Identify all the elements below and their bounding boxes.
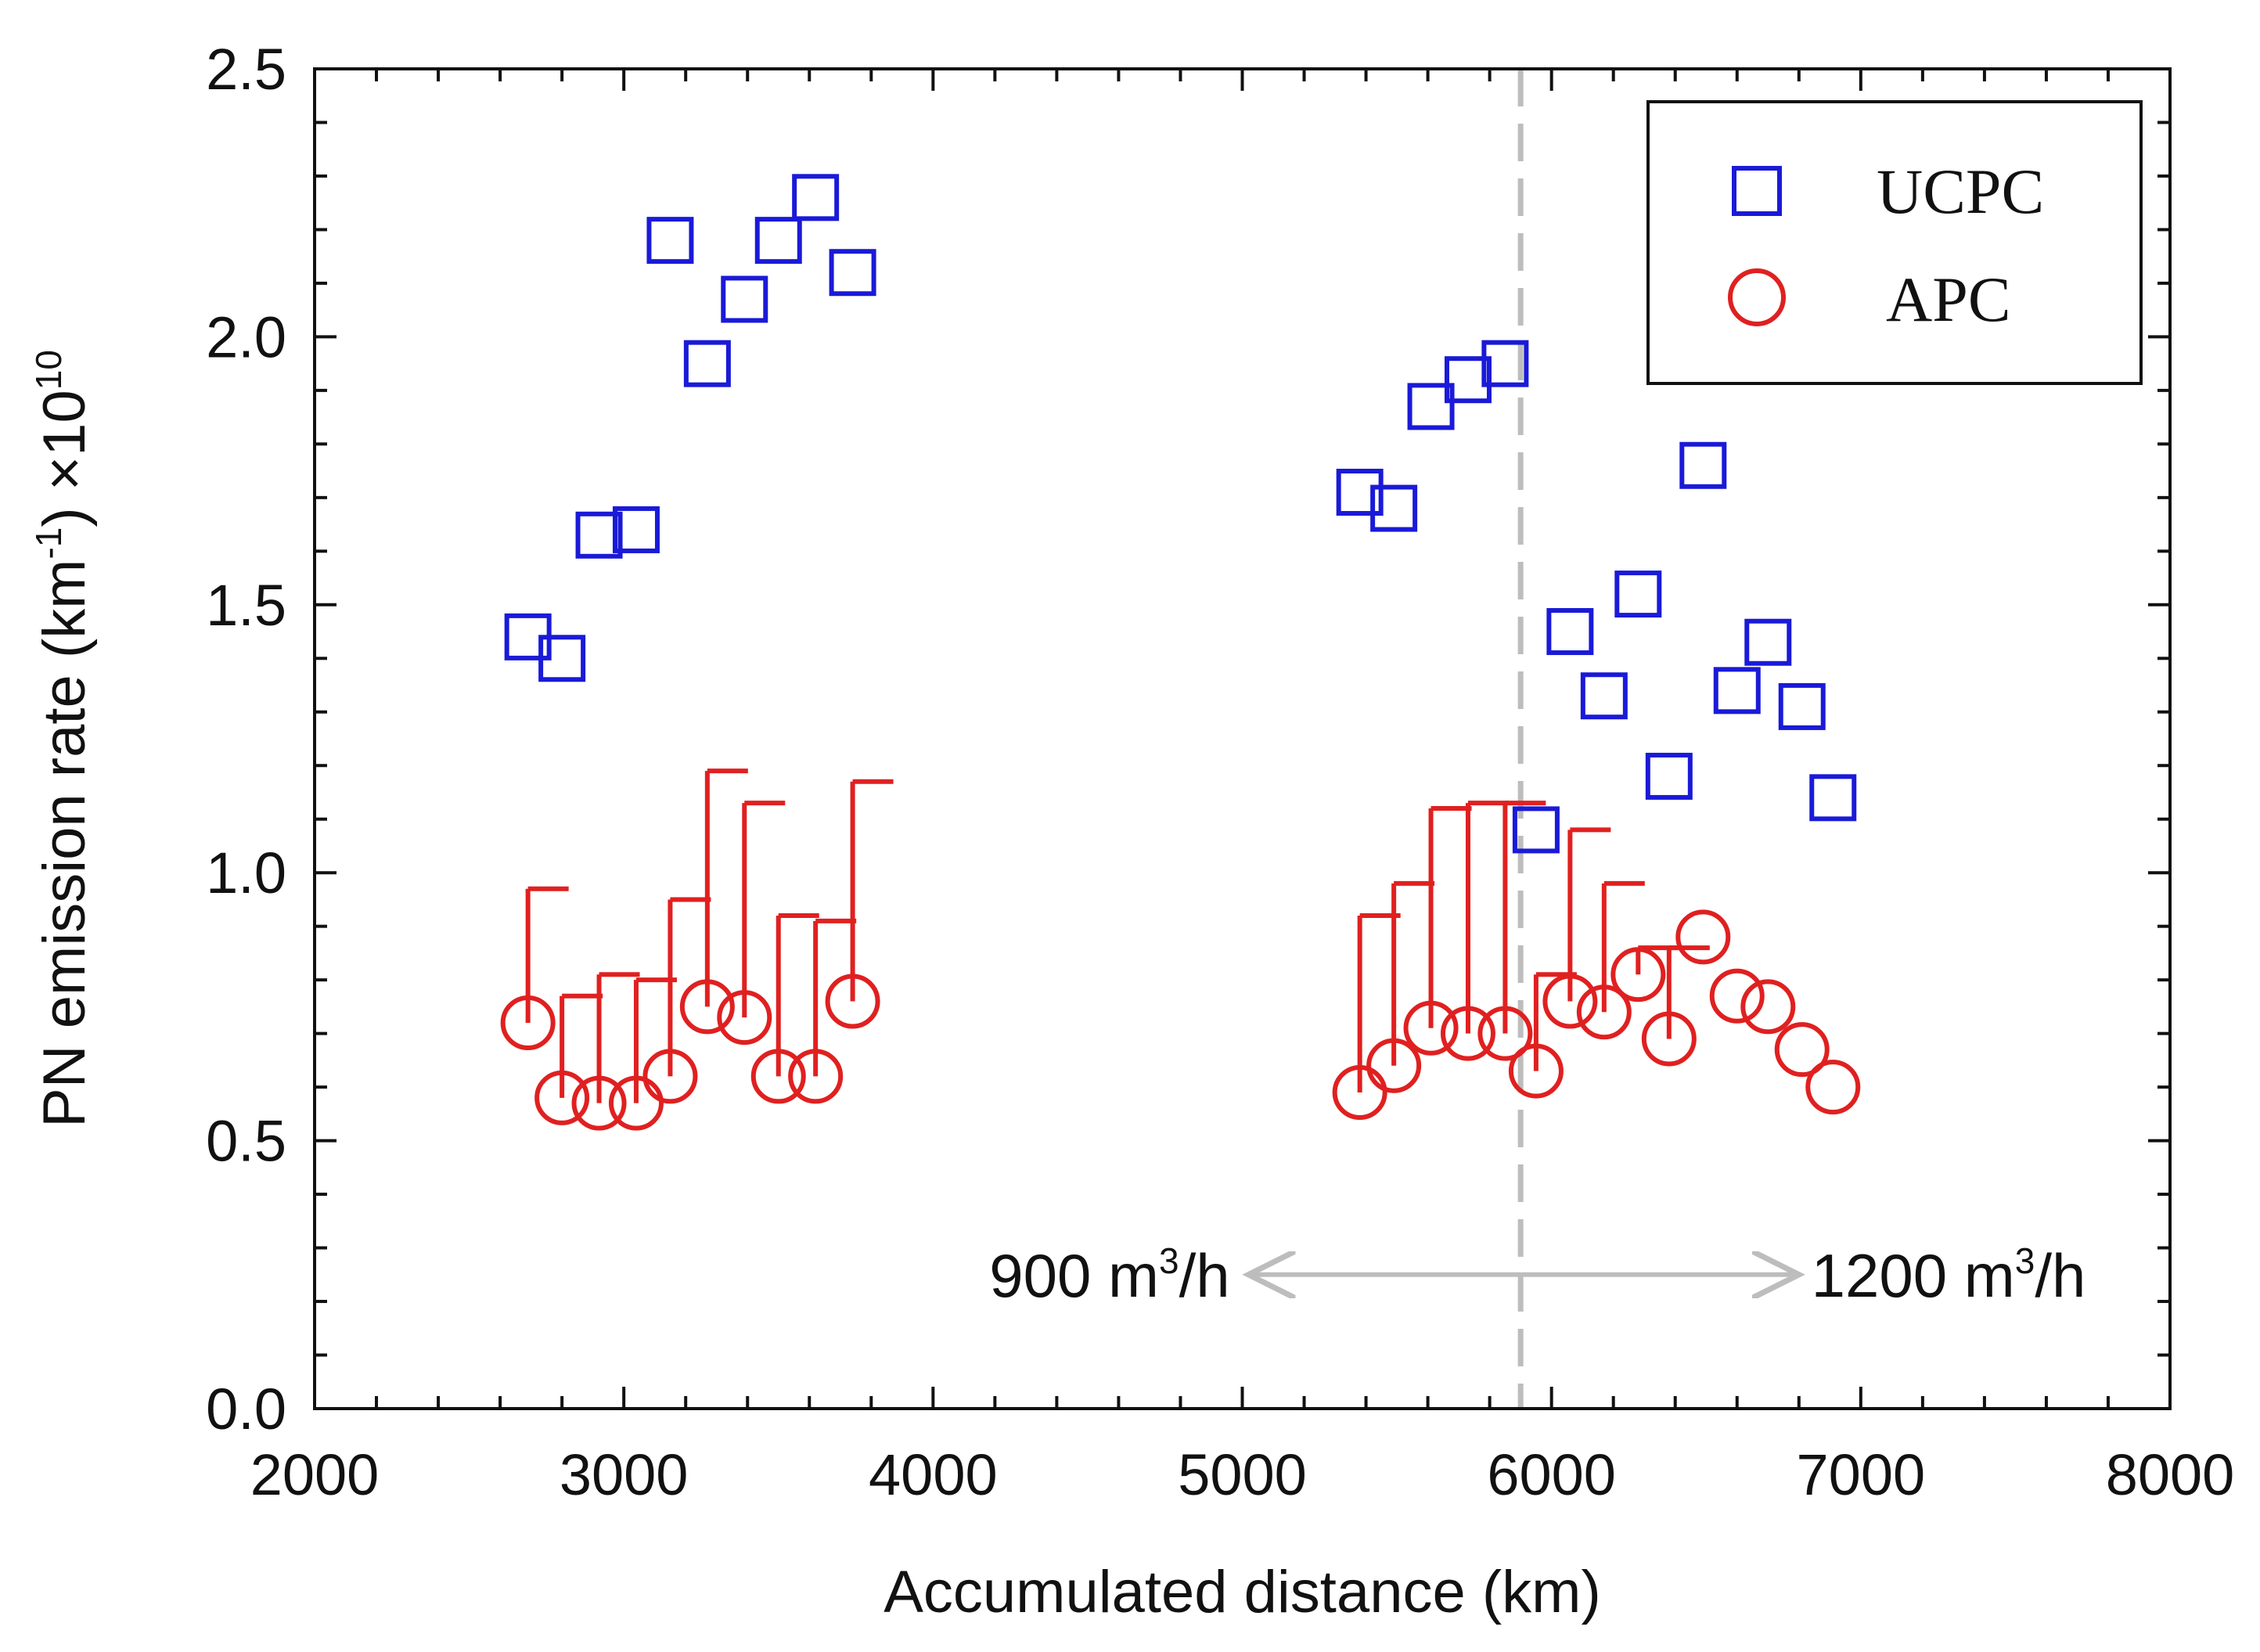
x-tick-label: 4000	[869, 1442, 998, 1507]
annotation-layer: 900 m3/h 1200 m3/h	[989, 69, 2085, 1409]
x-tick-label: 3000	[560, 1442, 689, 1507]
x-tick-label: 5000	[1178, 1442, 1307, 1507]
y-tick-label: 0.5	[206, 1109, 286, 1174]
ucpc-point	[1744, 618, 1792, 666]
ucpc-point	[1713, 667, 1761, 714]
apc-point	[1610, 947, 1666, 1002]
ucpc-point	[1444, 356, 1492, 404]
apc-point	[679, 979, 735, 1035]
legend-label-ucpc: UCPC	[1877, 156, 2044, 227]
ucpc-point	[1809, 774, 1857, 822]
apc-point	[534, 1070, 590, 1125]
apc-point	[750, 1049, 806, 1104]
apc-point	[1366, 1038, 1422, 1093]
x-tick-label: 2000	[250, 1442, 380, 1507]
apc-point	[608, 1075, 664, 1131]
data-marker-layer	[500, 174, 1861, 1131]
x-axis-title: Accumulated distance (km)	[883, 1559, 1601, 1625]
ucpc-point	[646, 217, 694, 265]
axes-layer: 2000 3000 4000 5000 6000 7000 8000 0.0 0.5 1.0 1.5…	[206, 37, 2234, 1507]
apc-point	[1542, 974, 1598, 1029]
apc-point	[788, 1049, 844, 1104]
y-axis-title: PN emission rate (km-1) ×1010	[28, 350, 98, 1128]
apc-point	[1805, 1060, 1861, 1115]
y-tick-label: 0.0	[206, 1377, 286, 1441]
x-tick-label: 8000	[2106, 1442, 2235, 1507]
apc-point	[1709, 968, 1765, 1024]
apc-point	[1477, 1006, 1533, 1061]
annotation-1200-flow: 1200 m3/h	[1812, 1240, 2086, 1310]
y-tick-label: 2.0	[206, 304, 286, 369]
apc-point	[1403, 1000, 1459, 1056]
ucpc-point	[1645, 752, 1693, 800]
ucpc-point	[1481, 340, 1529, 387]
apc-point	[825, 974, 880, 1029]
ucpc-point	[1336, 468, 1384, 516]
y-tick-label: 1.5	[206, 573, 286, 638]
ucpc-point	[1512, 806, 1560, 854]
x-tick-label: 6000	[1487, 1442, 1616, 1507]
legend: UCPC APC	[1646, 100, 2143, 385]
apc-point	[1641, 1011, 1697, 1067]
ucpc-point	[1778, 682, 1826, 730]
legend-box	[1646, 100, 2143, 385]
apc-errorbar-layer	[525, 768, 1710, 1103]
ucpc-point	[1407, 383, 1455, 430]
ucpc-point	[1614, 570, 1662, 618]
apc-point	[642, 1049, 698, 1104]
apc-point	[1508, 1043, 1564, 1099]
ucpc-point	[683, 340, 731, 387]
apc-point	[1675, 909, 1731, 965]
ucpc-point	[754, 217, 802, 265]
annotation-900-flow: 900 m3/h	[989, 1240, 1229, 1310]
apc-point	[1740, 979, 1796, 1035]
ucpc-point	[538, 635, 586, 682]
apc-point	[1576, 984, 1632, 1040]
ucpc-point	[1546, 608, 1594, 656]
apc-point	[571, 1075, 627, 1131]
apc-point	[1440, 1006, 1495, 1061]
ucpc-point	[612, 506, 660, 553]
apc-point	[500, 995, 556, 1050]
legend-label-apc: APC	[1886, 264, 2011, 335]
legend-marker-apc	[1728, 268, 1786, 326]
ucpc-point	[1679, 441, 1727, 489]
legend-marker-ucpc	[1732, 166, 1782, 216]
ucpc-point	[1370, 484, 1418, 532]
ucpc-point	[829, 249, 876, 297]
ucpc-point	[792, 174, 840, 221]
ucpc-point	[721, 275, 768, 323]
ucpc-point	[575, 511, 623, 559]
apc-point	[1774, 1022, 1830, 1078]
ucpc-point	[1580, 672, 1628, 720]
y-tick-label: 1.0	[206, 840, 286, 905]
apc-point	[717, 990, 772, 1046]
x-tick-label: 7000	[1797, 1442, 1926, 1507]
y-tick-label: 2.5	[206, 37, 286, 102]
apc-point	[1332, 1064, 1387, 1120]
